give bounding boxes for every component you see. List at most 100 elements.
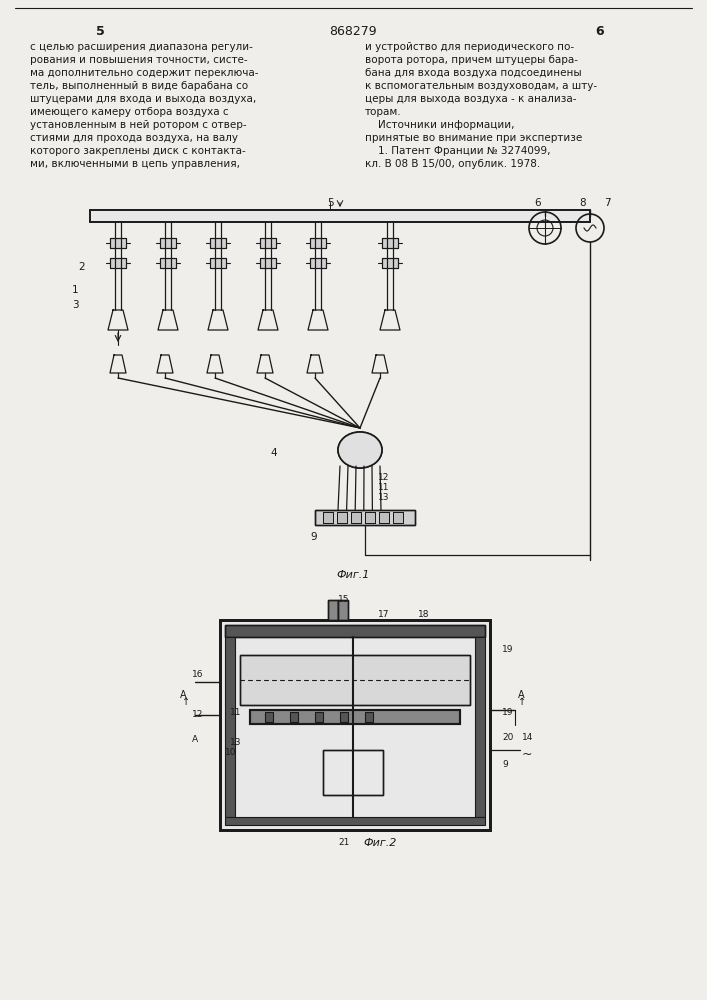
Text: ворота ротора, причем штуцеры бара-: ворота ротора, причем штуцеры бара- [365,55,578,65]
Text: 4: 4 [270,448,276,458]
Bar [210,258,226,268]
Text: и устройство для периодического по-: и устройство для периодического по- [365,42,574,52]
Bar [315,510,415,525]
Bar [323,750,383,795]
Bar [351,512,361,523]
Text: 21: 21 [338,838,349,847]
Bar [310,258,326,268]
Bar [365,512,375,523]
Bar [315,712,323,722]
Bar [220,620,490,830]
Bar [338,600,348,620]
Text: с целью расширения диапазона регули-: с целью расширения диапазона регули- [30,42,253,52]
Text: рования и повышения точности, систе-: рования и повышения точности, систе- [30,55,247,65]
Text: 6: 6 [534,198,542,208]
Bar [338,600,348,620]
Bar [110,258,126,268]
Bar [160,258,176,268]
Text: торам.: торам. [365,107,402,117]
Text: 1. Патент Франции № 3274099,: 1. Патент Франции № 3274099, [365,146,551,156]
Bar [260,258,276,268]
Bar [160,238,176,248]
Text: 9: 9 [502,760,508,769]
Bar [310,258,326,268]
Text: ↑: ↑ [182,697,190,707]
Text: 15: 15 [338,595,349,604]
Text: Источники информации,: Источники информации, [365,120,515,130]
Text: кл. В 08 В 15/00, опублик. 1978.: кл. В 08 В 15/00, опублик. 1978. [365,159,540,169]
Bar [240,655,470,705]
Text: 12: 12 [378,473,390,482]
Bar [475,637,485,817]
Bar [337,512,347,523]
Bar [250,710,460,724]
Text: 17: 17 [378,610,390,619]
Text: 20: 20 [502,733,513,742]
Text: 1: 1 [72,285,78,295]
Bar [225,817,485,825]
Bar [240,655,470,705]
Text: 19: 19 [502,645,513,654]
Text: 19: 19 [502,708,513,717]
Bar [337,512,347,523]
Text: ↑: ↑ [518,697,526,707]
Bar [90,210,590,222]
Text: 868279: 868279 [329,25,377,38]
Bar [110,238,126,248]
Text: стиями для прохода воздуха, на валу: стиями для прохода воздуха, на валу [30,133,238,143]
Bar [220,620,490,830]
Bar [379,512,389,523]
Bar [225,625,485,637]
Text: тель, выполненный в виде барабана со: тель, выполненный в виде барабана со [30,81,248,91]
Bar [160,238,176,248]
Text: А: А [180,690,187,700]
Bar [110,238,126,248]
Text: 18: 18 [418,610,429,619]
Bar [260,238,276,248]
Text: 7: 7 [604,198,610,208]
Text: принятые во внимание при экспертизе: принятые во внимание при экспертизе [365,133,583,143]
Text: 13: 13 [378,493,390,502]
Text: установленным в ней ротором с отвер-: установленным в ней ротором с отвер- [30,120,247,130]
Bar [382,258,398,268]
Text: 9: 9 [310,532,317,542]
Text: 14: 14 [522,733,533,742]
Bar [382,258,398,268]
Bar [110,258,126,268]
Bar [323,512,333,523]
Text: Фиг.2: Фиг.2 [363,838,397,848]
Bar [328,600,338,620]
Bar [250,710,460,724]
Bar [351,512,361,523]
Bar [260,258,276,268]
Bar [379,512,389,523]
Text: А: А [518,690,525,700]
Text: церы для выхода воздуха - к анализа-: церы для выхода воздуха - к анализа- [365,94,576,104]
Bar [225,625,485,637]
Bar [210,238,226,248]
Text: 10: 10 [225,748,237,757]
Bar [225,637,235,817]
Bar [328,600,338,620]
Bar [365,512,375,523]
Text: ~: ~ [522,748,532,761]
Text: 11: 11 [378,483,390,492]
Text: 16: 16 [192,670,204,679]
Text: 2: 2 [78,262,85,272]
Text: 6: 6 [596,25,604,38]
Text: 8: 8 [580,198,586,208]
Text: к вспомогательным воздуховодам, а шту-: к вспомогательным воздуховодам, а шту- [365,81,597,91]
Bar [210,258,226,268]
Bar [365,712,373,722]
Bar [160,258,176,268]
Text: 3: 3 [72,300,78,310]
Text: бана для входа воздуха подсоединены: бана для входа воздуха подсоединены [365,68,582,78]
Text: 5: 5 [327,198,333,208]
Text: 12: 12 [192,710,204,719]
Text: имеющего камеру отбора воздуха с: имеющего камеру отбора воздуха с [30,107,228,117]
Bar [340,712,348,722]
Bar [260,238,276,248]
Text: 11: 11 [230,708,242,717]
Text: которого закреплены диск с контакта-: которого закреплены диск с контакта- [30,146,246,156]
Text: А: А [192,735,198,744]
